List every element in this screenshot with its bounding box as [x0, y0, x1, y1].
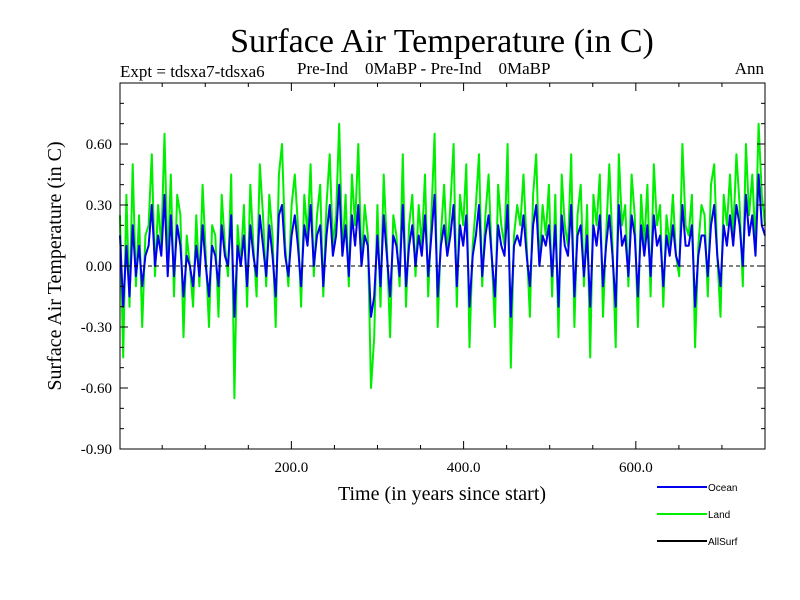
chart-subtitle-mid: Pre-Ind 0MaBP - Pre-Ind 0MaBP — [297, 59, 550, 78]
y-tick-label: -0.90 — [81, 442, 112, 458]
legend-label-allsurf: AllSurf — [708, 537, 738, 548]
chart-title: Surface Air Temperature (in C) — [230, 23, 654, 60]
y-axis-label: Surface Air Temperature (in C) — [44, 141, 66, 390]
y-tick-label: -0.30 — [81, 320, 112, 336]
x-tick-label: 600.0 — [619, 460, 653, 476]
plot-area: -0.90 -0.60 -0.30 0.00 0.30 0.60 200.0 400.0 600… — [81, 82, 766, 476]
series-line-ocean — [119, 173, 766, 318]
legend: Ocean Land AllSurf — [657, 483, 738, 548]
legend-label-ocean: Ocean — [708, 483, 737, 494]
series-line-land — [119, 122, 766, 400]
chart-subtitle-right: Ann — [735, 59, 765, 78]
legend-label-land: Land — [708, 510, 730, 521]
y-tick-label: 0.60 — [86, 137, 112, 153]
chart-subtitle-left: Expt = tdsxa7-tdsxa6 — [120, 62, 265, 81]
y-tick-label: 0.30 — [86, 198, 112, 214]
x-axis-label: Time (in years since start) — [338, 483, 546, 505]
y-tick-label: -0.60 — [81, 381, 112, 397]
x-tick-label: 200.0 — [274, 460, 308, 476]
y-tick-label: 0.00 — [86, 259, 112, 275]
x-tick-label: 400.0 — [447, 460, 481, 476]
